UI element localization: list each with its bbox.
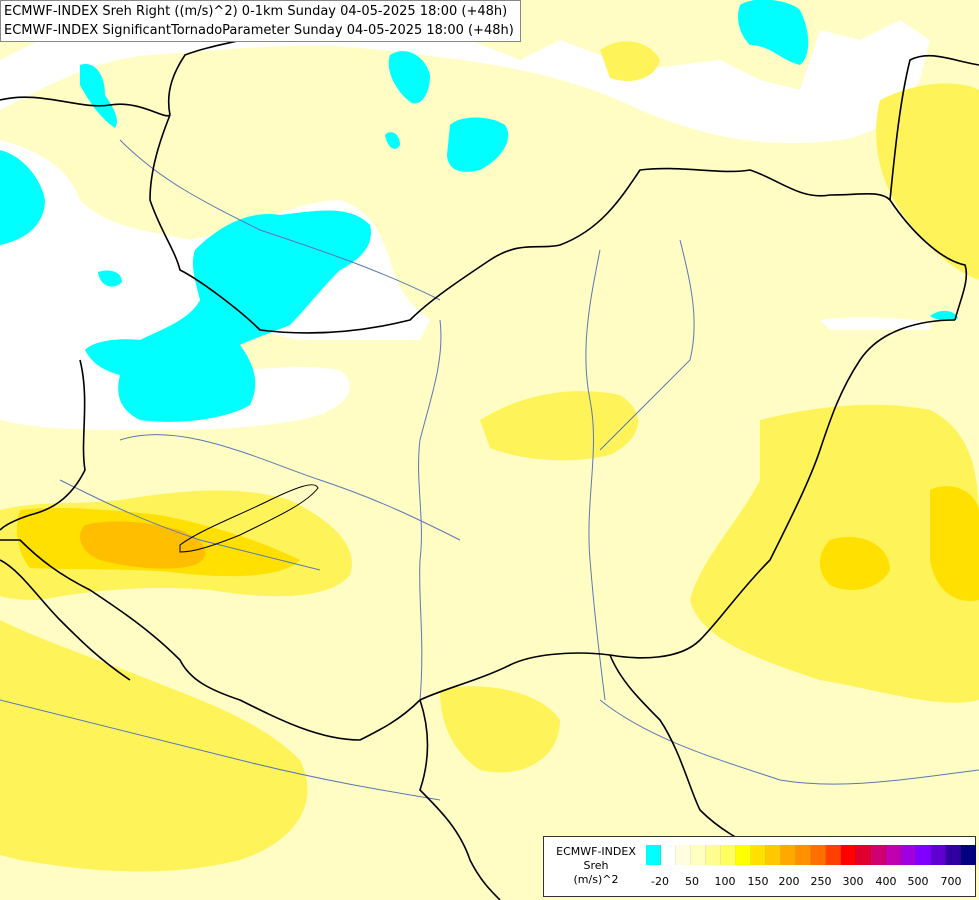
legend-tick-label: 150 bbox=[747, 875, 769, 888]
legend-variable: Sreh bbox=[583, 859, 609, 872]
low-value-zone-north bbox=[0, 20, 930, 144]
legend-swatch bbox=[721, 845, 736, 865]
legend-unit: (m/s)^2 bbox=[573, 873, 619, 886]
map-title-box: ECMWF-INDEX Sreh Right ((m/s)^2) 0-1km S… bbox=[0, 0, 521, 42]
strong-zone-east-2 bbox=[930, 486, 979, 601]
legend-swatch bbox=[766, 845, 781, 865]
negative-zone-6 bbox=[80, 64, 117, 128]
legend-swatch bbox=[961, 845, 976, 865]
legend-tick-label: -20 bbox=[651, 875, 669, 888]
peak-zone bbox=[80, 521, 206, 569]
legend-swatch bbox=[736, 845, 751, 865]
legend-swatch bbox=[661, 845, 676, 865]
high-value-zone-northeast bbox=[876, 83, 979, 280]
legend-tick-label: 200 bbox=[778, 875, 800, 888]
color-legend: ECMWF-INDEX Sreh (m/s)^2 -20 50 100 150 200 2… bbox=[543, 836, 976, 897]
lake-outline bbox=[179, 484, 319, 553]
title-line-1: ECMWF-INDEX Sreh Right ((m/s)^2) 0-1km S… bbox=[4, 4, 508, 19]
title-line-2: ECMWF-INDEX SignificantTornadoParameter … bbox=[4, 23, 514, 38]
negative-zone-8 bbox=[385, 132, 400, 149]
legend-source: ECMWF-INDEX bbox=[556, 845, 636, 858]
strong-zone-east bbox=[819, 536, 890, 590]
legend-swatch bbox=[781, 845, 796, 865]
legend-swatch bbox=[826, 845, 841, 865]
negative-zone-3 bbox=[388, 51, 430, 104]
legend-swatch bbox=[946, 845, 961, 865]
legend-tick-label: 250 bbox=[810, 875, 832, 888]
legend-tick-label: 700 bbox=[940, 875, 962, 888]
legend-tick-label: 100 bbox=[714, 875, 736, 888]
legend-swatch bbox=[691, 845, 706, 865]
legend-swatch bbox=[706, 845, 721, 865]
legend-tick-label: 50 bbox=[685, 875, 699, 888]
high-value-zone-south bbox=[440, 686, 560, 773]
negative-zone-4 bbox=[738, 0, 809, 65]
negative-zone-2 bbox=[447, 117, 509, 172]
negative-zone-1 bbox=[85, 210, 371, 422]
legend-swatch bbox=[886, 845, 901, 865]
high-value-zone-center bbox=[480, 391, 639, 461]
negative-zone-5 bbox=[0, 150, 45, 245]
negative-zone-9 bbox=[930, 310, 958, 321]
legend-swatch bbox=[811, 845, 826, 865]
high-value-zone-north bbox=[600, 41, 660, 81]
legend-swatch bbox=[916, 845, 931, 865]
high-value-zone-southwest bbox=[0, 620, 308, 872]
legend-labels: ECMWF-INDEX Sreh (m/s)^2 bbox=[548, 845, 644, 887]
negative-zone-7 bbox=[98, 270, 122, 287]
legend-swatch bbox=[931, 845, 946, 865]
legend-swatch bbox=[901, 845, 916, 865]
legend-swatch bbox=[751, 845, 766, 865]
legend-swatch bbox=[796, 845, 811, 865]
legend-ticks: -20 50 100 150 200 250 300 400 500 700 bbox=[646, 875, 971, 889]
legend-tick-label: 400 bbox=[875, 875, 897, 888]
rivers bbox=[0, 139, 979, 801]
legend-swatch bbox=[646, 845, 661, 865]
legend-swatches bbox=[646, 845, 976, 865]
low-value-zone-east bbox=[820, 317, 930, 330]
legend-swatch bbox=[871, 845, 886, 865]
legend-swatch bbox=[841, 845, 856, 865]
legend-tick-label: 300 bbox=[842, 875, 864, 888]
legend-tick-label: 500 bbox=[907, 875, 929, 888]
legend-swatch bbox=[676, 845, 691, 865]
legend-swatch bbox=[856, 845, 871, 865]
